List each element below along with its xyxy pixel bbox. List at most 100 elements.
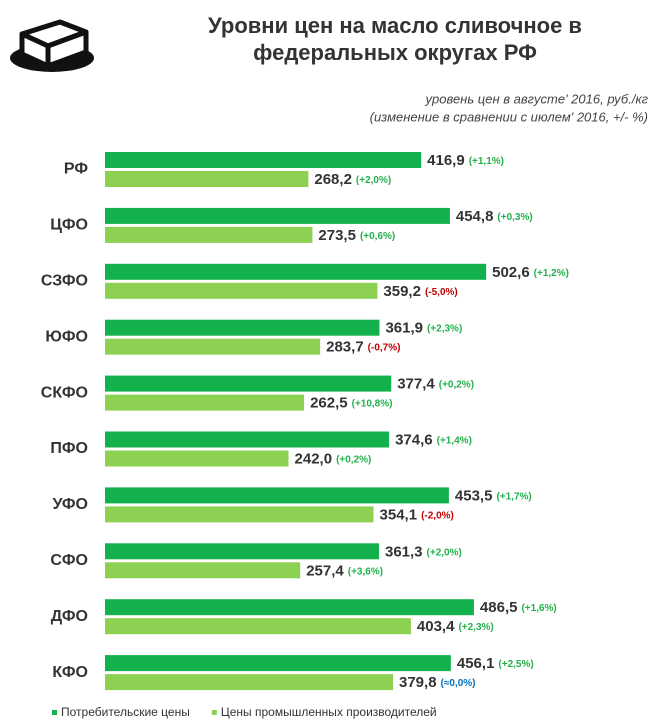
change-label: (+10,8%): [352, 398, 393, 409]
value-label: 502,6 (+1,2%): [492, 264, 569, 281]
bar: [105, 543, 379, 560]
bar: [105, 674, 394, 691]
value-text: 486,5: [480, 599, 518, 616]
bar: [105, 599, 474, 616]
value-label: 257,4 (+3,6%): [306, 562, 383, 579]
change-label: (+0,2%): [336, 454, 371, 465]
value-text: 262,5: [310, 395, 348, 412]
value-text: 257,4: [306, 562, 344, 579]
bar: [105, 282, 378, 299]
bar: [105, 207, 450, 224]
value-text: 354,1: [380, 506, 418, 523]
bar: [105, 431, 390, 448]
value-text: 453,5: [455, 487, 493, 504]
change-label: (+2,3%): [458, 622, 493, 633]
value-text: 454,8: [456, 208, 494, 225]
subtitle: (изменение в сравнении с июлем' 2016, +/…: [370, 109, 648, 124]
bar: [105, 394, 305, 411]
bar: [105, 655, 451, 672]
change-label: (+1,4%): [437, 435, 472, 446]
value-text: 403,4: [417, 618, 455, 635]
value-label: 361,3 (+2,0%): [385, 543, 462, 560]
value-label: 416,9 (+1,1%): [427, 152, 504, 169]
value-text: 502,6: [492, 264, 530, 281]
bar: [105, 152, 422, 168]
value-text: 379,8: [399, 674, 437, 691]
change-label: (+1,7%): [496, 491, 531, 502]
bar: [105, 338, 321, 355]
change-label: (-5,0%): [425, 286, 458, 297]
value-text: 283,7: [326, 339, 364, 356]
value-label: 268,2 (+2,0%): [314, 171, 391, 188]
legend-swatch: [211, 710, 217, 715]
change-label: (+1,1%): [469, 156, 504, 167]
category-label: КФО: [52, 664, 88, 681]
value-label: 486,5 (+1,6%): [480, 599, 557, 616]
bar: [105, 263, 487, 280]
change-label: (-2,0%): [421, 510, 454, 521]
change-label: (+0,3%): [497, 212, 532, 223]
change-label: (+3,6%): [348, 566, 383, 577]
change-label: (+2,5%): [498, 659, 533, 670]
change-label: (+2,0%): [427, 547, 462, 558]
value-text: 361,3: [385, 543, 423, 560]
value-label: 359,2 (-5,0%): [383, 283, 457, 300]
butter-icon: [10, 19, 94, 72]
category-label: ЮФО: [45, 328, 88, 345]
change-label: (+1,6%): [521, 603, 556, 614]
value-label: 262,5 (+10,8%): [310, 395, 392, 412]
bar: [105, 450, 289, 467]
value-label: 453,5 (+1,7%): [455, 487, 532, 504]
value-text: 268,2: [314, 171, 352, 188]
value-label: 273,5 (+0,6%): [318, 227, 395, 244]
change-label: (+1,2%): [534, 267, 569, 278]
value-text: 273,5: [318, 227, 356, 244]
value-label: 361,9 (+2,3%): [385, 320, 462, 337]
bar: [105, 375, 392, 392]
category-label: РФ: [64, 161, 88, 178]
bar: [105, 487, 449, 504]
value-text: 359,2: [383, 283, 421, 300]
change-label: (+0,2%): [439, 379, 474, 390]
change-label: (-0,7%): [368, 342, 401, 353]
category-label: СЗФО: [41, 273, 88, 290]
subtitle: уровень цен в августе' 2016, руб./кг: [424, 91, 648, 106]
bar: [105, 226, 313, 243]
value-text: 242,0: [295, 450, 333, 467]
category-label: ПФО: [50, 440, 88, 457]
value-label: 403,4 (+2,3%): [417, 618, 494, 635]
value-label: 242,0 (+0,2%): [295, 450, 372, 467]
legend-label: Потребительские цены: [61, 705, 190, 719]
bar: [105, 618, 411, 635]
value-label: 379,8 (≈0,0%): [399, 674, 476, 691]
legend-swatch: [52, 710, 57, 715]
value-label: 374,6 (+1,4%): [395, 431, 472, 448]
value-label: 354,1 (-2,0%): [380, 506, 454, 523]
bar: [105, 171, 309, 187]
value-label: 377,4 (+0,2%): [397, 376, 474, 393]
value-label: 456,1 (+2,5%): [457, 655, 534, 672]
change-label: (+2,0%): [356, 175, 391, 186]
value-text: 416,9: [427, 152, 465, 169]
category-label: СФО: [50, 552, 88, 569]
chart-title: Уровни цен на масло сливочное в федераль…: [208, 13, 582, 65]
legend-label: Цены промышленных производителей: [221, 705, 437, 719]
category-label: СКФО: [41, 384, 88, 401]
change-label: (≈0,0%): [441, 678, 476, 689]
bar: [105, 562, 301, 579]
category-label: УФО: [53, 496, 88, 513]
value-label: 283,7 (-0,7%): [326, 339, 400, 356]
category-label: ДФО: [51, 608, 88, 625]
value-text: 361,9: [385, 320, 423, 337]
value-text: 377,4: [397, 376, 435, 393]
bar: [105, 319, 380, 336]
category-label: ЦФО: [50, 217, 88, 234]
bar: [105, 506, 374, 523]
change-label: (+0,6%): [360, 231, 395, 242]
value-text: 456,1: [457, 655, 495, 672]
value-text: 374,6: [395, 431, 433, 448]
value-label: 454,8 (+0,3%): [456, 208, 533, 225]
change-label: (+2,3%): [427, 323, 462, 334]
